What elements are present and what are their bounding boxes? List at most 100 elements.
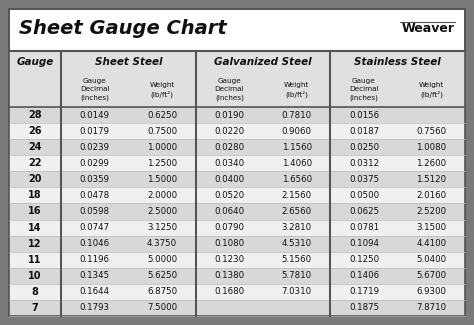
Text: 0.0520: 0.0520 — [214, 191, 245, 200]
Text: 0.1875: 0.1875 — [349, 304, 379, 312]
Text: 0.0250: 0.0250 — [349, 143, 379, 152]
Text: 0.1719: 0.1719 — [349, 287, 379, 296]
Text: 6.8750: 6.8750 — [147, 287, 177, 296]
Text: 0.1680: 0.1680 — [214, 287, 245, 296]
Text: 4.3750: 4.3750 — [147, 239, 177, 248]
FancyBboxPatch shape — [9, 220, 465, 236]
Text: 2.1560: 2.1560 — [282, 191, 312, 200]
Text: 0.1046: 0.1046 — [80, 239, 109, 248]
Text: 0.1793: 0.1793 — [80, 304, 109, 312]
Text: Gauge: Gauge — [17, 57, 54, 67]
Text: 0.0790: 0.0790 — [214, 223, 244, 232]
Text: 5.0400: 5.0400 — [416, 255, 447, 264]
Text: 1.0000: 1.0000 — [147, 143, 177, 152]
Text: 0.7560: 0.7560 — [416, 127, 447, 136]
Text: 0.0640: 0.0640 — [214, 207, 245, 216]
Text: 1.1560: 1.1560 — [282, 143, 312, 152]
FancyBboxPatch shape — [9, 188, 465, 203]
Text: 0.0299: 0.0299 — [80, 159, 109, 168]
Text: 0.0312: 0.0312 — [349, 159, 379, 168]
Text: 12: 12 — [28, 239, 42, 249]
FancyBboxPatch shape — [9, 203, 465, 220]
FancyBboxPatch shape — [9, 284, 465, 300]
Text: 7: 7 — [32, 303, 38, 313]
Text: 0.1406: 0.1406 — [349, 271, 379, 280]
Text: 1.2500: 1.2500 — [147, 159, 177, 168]
Text: 0.0375: 0.0375 — [349, 175, 379, 184]
FancyBboxPatch shape — [9, 51, 465, 107]
FancyBboxPatch shape — [9, 123, 465, 139]
Text: 5.0000: 5.0000 — [147, 255, 177, 264]
FancyBboxPatch shape — [9, 252, 465, 268]
Text: 0.1094: 0.1094 — [349, 239, 379, 248]
Text: 26: 26 — [28, 126, 42, 136]
Text: Sheet Gauge Chart: Sheet Gauge Chart — [19, 20, 227, 38]
Text: 0.0747: 0.0747 — [80, 223, 109, 232]
Text: 0.0340: 0.0340 — [214, 159, 245, 168]
Text: 6.9300: 6.9300 — [416, 287, 447, 296]
FancyBboxPatch shape — [9, 171, 465, 188]
Text: 8: 8 — [32, 287, 38, 297]
Text: 0.0156: 0.0156 — [349, 111, 379, 120]
Text: Weaver: Weaver — [402, 21, 455, 34]
Text: 20: 20 — [28, 174, 42, 184]
FancyBboxPatch shape — [9, 107, 465, 123]
Text: 2.6560: 2.6560 — [282, 207, 312, 216]
Text: 0.0239: 0.0239 — [80, 143, 109, 152]
Text: 0.0280: 0.0280 — [214, 143, 245, 152]
FancyBboxPatch shape — [9, 268, 465, 284]
Text: 11: 11 — [28, 255, 42, 265]
Text: 1.0080: 1.0080 — [416, 143, 447, 152]
Text: 0.6250: 0.6250 — [147, 111, 177, 120]
Text: 10: 10 — [28, 271, 42, 281]
Text: 4.4100: 4.4100 — [416, 239, 447, 248]
Text: 0.0781: 0.0781 — [349, 223, 379, 232]
Text: 0.9060: 0.9060 — [282, 127, 312, 136]
Text: 5.1560: 5.1560 — [282, 255, 312, 264]
FancyBboxPatch shape — [9, 9, 465, 316]
Text: 5.6700: 5.6700 — [416, 271, 447, 280]
Text: 0.0359: 0.0359 — [80, 175, 109, 184]
Text: 1.5000: 1.5000 — [147, 175, 177, 184]
Text: 22: 22 — [28, 158, 42, 168]
Text: 3.1500: 3.1500 — [416, 223, 447, 232]
Text: 4.5310: 4.5310 — [282, 239, 312, 248]
Text: 0.0598: 0.0598 — [80, 207, 109, 216]
Text: 7.8710: 7.8710 — [416, 304, 447, 312]
Text: 0.0400: 0.0400 — [214, 175, 245, 184]
Text: 3.1250: 3.1250 — [147, 223, 177, 232]
Text: 0.1230: 0.1230 — [214, 255, 245, 264]
FancyBboxPatch shape — [9, 236, 465, 252]
Text: 2.0000: 2.0000 — [147, 191, 177, 200]
Text: 28: 28 — [28, 110, 42, 120]
Text: 2.5200: 2.5200 — [416, 207, 447, 216]
Text: 0.0220: 0.0220 — [214, 127, 245, 136]
Text: 3.2810: 3.2810 — [282, 223, 312, 232]
Text: 0.0187: 0.0187 — [349, 127, 379, 136]
Text: Sheet Steel: Sheet Steel — [95, 57, 162, 67]
FancyBboxPatch shape — [9, 300, 465, 316]
Text: 0.1644: 0.1644 — [80, 287, 109, 296]
Text: Weight
(lb/ft²): Weight (lb/ft²) — [284, 82, 310, 98]
Text: 7.5000: 7.5000 — [147, 304, 177, 312]
Text: Galvanized Steel: Galvanized Steel — [214, 57, 312, 67]
Text: 1.2600: 1.2600 — [416, 159, 447, 168]
Text: 14: 14 — [28, 223, 42, 233]
Text: 1.4060: 1.4060 — [282, 159, 312, 168]
Text: 2.0160: 2.0160 — [416, 191, 447, 200]
Text: 0.7500: 0.7500 — [147, 127, 177, 136]
Text: 0.1250: 0.1250 — [349, 255, 379, 264]
Text: 1.5120: 1.5120 — [416, 175, 447, 184]
Text: 0.0478: 0.0478 — [80, 191, 109, 200]
Text: Gauge
Decimal
(inches): Gauge Decimal (inches) — [80, 78, 109, 101]
Text: Weight
(lb/ft²): Weight (lb/ft²) — [419, 82, 444, 98]
Text: 0.0179: 0.0179 — [80, 127, 109, 136]
Text: 0.1345: 0.1345 — [80, 271, 109, 280]
Text: 0.1380: 0.1380 — [214, 271, 245, 280]
Text: 0.0500: 0.0500 — [349, 191, 379, 200]
Text: 1.6560: 1.6560 — [282, 175, 312, 184]
Text: 18: 18 — [28, 190, 42, 201]
Text: Gauge
Decimal
(inches): Gauge Decimal (inches) — [349, 78, 379, 101]
FancyBboxPatch shape — [9, 139, 465, 155]
Text: Weight
(lb/ft²): Weight (lb/ft²) — [149, 82, 174, 98]
